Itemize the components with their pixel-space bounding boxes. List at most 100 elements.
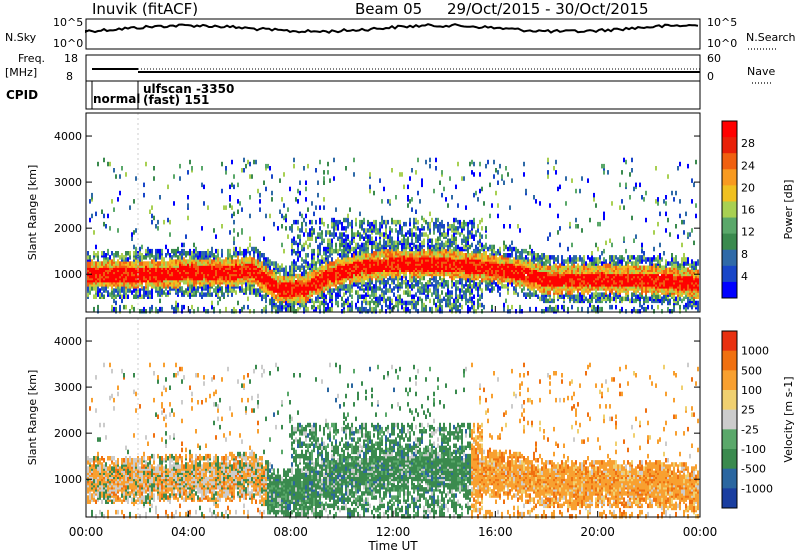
heatmap-cell — [369, 234, 371, 239]
heatmap-cell — [503, 253, 505, 258]
heatmap-cell — [505, 265, 507, 270]
heatmap-cell — [497, 213, 499, 219]
heatmap-cell — [449, 290, 451, 295]
heatmap-cell — [253, 253, 255, 258]
heatmap-cell — [497, 288, 499, 293]
heatmap-cell — [169, 259, 171, 264]
heatmap-cell — [373, 300, 375, 306]
heatmap-cell — [337, 248, 339, 254]
heatmap-cell — [401, 242, 403, 248]
heatmap-cell — [151, 304, 153, 310]
heatmap-cell — [341, 284, 343, 289]
heatmap-cell — [405, 242, 407, 248]
heatmap-cell — [151, 219, 153, 225]
heatmap-cell — [207, 255, 209, 260]
heatmap-cell — [249, 251, 251, 256]
heatmap-cell — [333, 288, 335, 293]
heatmap-cell — [457, 230, 459, 235]
heatmap-cell — [467, 304, 469, 310]
heatmap-cell — [419, 296, 421, 302]
heatmap-cell — [157, 248, 159, 254]
heatmap-cell — [413, 217, 415, 223]
heatmap-cell — [277, 263, 279, 268]
heatmap-cell — [359, 261, 361, 266]
heatmap-cell — [241, 228, 243, 233]
heatmap-cell — [407, 184, 409, 190]
heatmap-cell — [419, 251, 421, 256]
heatmap-cell — [311, 248, 313, 254]
heatmap-cell — [393, 280, 395, 285]
heatmap-cell — [251, 286, 253, 291]
heatmap-cell — [475, 282, 477, 287]
heatmap-cell — [527, 292, 529, 297]
heatmap-cell — [401, 238, 403, 243]
heatmap-cell — [249, 255, 251, 260]
power-panel — [87, 113, 699, 314]
heatmap-cell — [153, 215, 155, 221]
heatmap-cell — [507, 309, 509, 314]
heatmap-cell — [297, 234, 299, 239]
heatmap-cell — [469, 282, 471, 287]
heatmap-cell — [393, 286, 395, 291]
heatmap-cell — [371, 248, 373, 254]
heatmap-cell — [337, 286, 339, 291]
heatmap-cell — [97, 161, 99, 167]
heatmap-cell — [471, 284, 473, 289]
heatmap-cell — [477, 282, 479, 287]
heatmap-cell — [347, 296, 349, 302]
heatmap-cell — [269, 166, 271, 171]
heatmap-cell — [113, 207, 115, 212]
heatmap-cell — [511, 240, 513, 246]
heatmap-cell — [423, 284, 425, 289]
heatmap-cell — [211, 251, 213, 256]
heatmap-cell — [323, 180, 325, 185]
heatmap-cell — [337, 219, 339, 225]
heatmap-cell — [153, 166, 155, 171]
heatmap-cell — [365, 306, 367, 312]
heatmap-cell — [317, 232, 319, 237]
heatmap-cell — [203, 251, 205, 256]
heatmap-cell — [361, 280, 363, 285]
heatmap-cell — [217, 257, 219, 262]
heatmap-cell — [141, 253, 143, 258]
heatmap-cell — [339, 253, 341, 258]
heatmap-cell — [311, 304, 313, 310]
heatmap-cell — [275, 273, 277, 279]
heatmap-cell — [149, 248, 151, 254]
heatmap-cell — [147, 292, 149, 297]
heatmap-cell — [403, 184, 405, 190]
heatmap-cell — [449, 242, 451, 248]
heatmap-cell — [381, 224, 383, 229]
heatmap-cell — [445, 302, 447, 308]
heatmap-cell — [375, 219, 377, 225]
heatmap-cell — [319, 205, 321, 210]
heatmap-cell — [485, 234, 487, 239]
heatmap-cell — [289, 265, 291, 270]
heatmap-cell — [331, 232, 333, 237]
heatmap-cell — [241, 168, 243, 173]
heatmap-cell — [399, 240, 401, 246]
heatmap-cell — [461, 228, 463, 233]
heatmap-cell — [197, 306, 199, 312]
heatmap-cell — [457, 304, 459, 310]
heatmap-cell — [323, 292, 325, 297]
heatmap-cell — [89, 255, 91, 260]
heatmap-cell — [245, 282, 247, 287]
heatmap-cell — [323, 309, 325, 314]
heatmap-cell — [391, 217, 393, 223]
heatmap-cell — [443, 232, 445, 237]
heatmap-cell — [271, 261, 273, 266]
heatmap-cell — [411, 284, 413, 289]
heatmap-cell — [191, 304, 193, 310]
heatmap-cell — [121, 261, 123, 266]
heatmap-cell — [491, 257, 493, 262]
heatmap-cell — [327, 263, 329, 268]
heatmap-cell — [507, 172, 509, 177]
heatmap-cell — [201, 251, 203, 256]
heatmap-cell — [139, 251, 141, 256]
heatmap-cell — [497, 170, 499, 175]
heatmap-cell — [165, 244, 167, 250]
heatmap-cell — [435, 306, 437, 312]
heatmap-cell — [433, 244, 435, 250]
heatmap-cell — [407, 261, 409, 266]
